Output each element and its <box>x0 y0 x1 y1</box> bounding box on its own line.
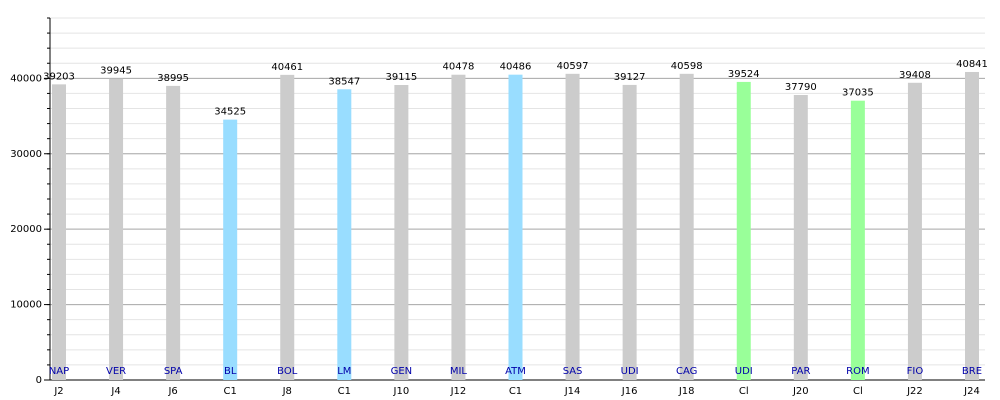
bar <box>850 100 865 381</box>
x-tick-label: C1 <box>224 386 237 397</box>
value-label: 38995 <box>157 73 189 84</box>
value-label: 38547 <box>328 76 360 87</box>
bar <box>109 78 124 381</box>
value-label: 40598 <box>671 61 703 72</box>
bar-label: MIL <box>450 366 468 377</box>
x-tick-label: J16 <box>621 386 638 397</box>
y-tick-label: 20000 <box>10 224 42 235</box>
bar <box>679 73 694 380</box>
bar-label: ATM <box>505 366 526 377</box>
bar-label: SAS <box>563 366 583 377</box>
x-tick-label: J2 <box>53 386 63 397</box>
bar <box>337 89 352 380</box>
bar <box>451 74 466 380</box>
value-label: 40478 <box>443 62 475 73</box>
x-tick-label: Cl <box>853 386 863 397</box>
bar-label: GEN <box>391 366 413 377</box>
bar <box>736 81 751 381</box>
x-tick-label: J22 <box>906 386 923 397</box>
value-label: 39408 <box>899 70 931 81</box>
x-tick-label: J12 <box>450 386 467 397</box>
bar <box>394 85 409 381</box>
x-tick-label: C1 <box>509 386 522 397</box>
bar-label: UDI <box>735 366 753 377</box>
bar <box>622 84 637 380</box>
x-tick-label: J24 <box>963 386 980 397</box>
y-tick-label: 30000 <box>10 149 42 160</box>
value-label: 39203 <box>43 71 75 82</box>
x-tick-label: J8 <box>282 386 292 397</box>
bar-label: PAR <box>791 366 810 377</box>
y-tick-label: 0 <box>36 375 42 386</box>
x-tick-label: Cl <box>739 386 749 397</box>
x-tick-label: J6 <box>167 386 177 397</box>
bar <box>907 82 922 380</box>
bar-label: VER <box>106 366 126 377</box>
bar <box>166 85 181 380</box>
bar-label: BRE <box>962 366 982 377</box>
value-label: 40841 <box>956 59 988 70</box>
x-tick-label: J10 <box>393 386 410 397</box>
bar <box>965 71 979 381</box>
bar <box>223 119 238 380</box>
value-label: 40486 <box>500 62 532 73</box>
bar <box>508 74 523 380</box>
value-label: 34525 <box>214 107 246 118</box>
x-tick-label: J20 <box>792 386 809 397</box>
x-tick-label: J14 <box>564 386 581 397</box>
bar-label: CAG <box>676 366 697 377</box>
bar <box>565 73 580 380</box>
bar-label: SPA <box>164 366 183 377</box>
bar-label: NAP <box>49 366 69 377</box>
bar-label: ROM <box>846 366 869 377</box>
x-tick-label: J18 <box>678 386 695 397</box>
value-label: 39127 <box>614 72 646 83</box>
x-tick-label: C1 <box>338 386 351 397</box>
y-tick-label: 40000 <box>10 73 42 84</box>
bar <box>52 84 66 380</box>
bar <box>280 74 295 380</box>
bar-label: UDI <box>621 366 639 377</box>
x-tick-label: J4 <box>110 386 120 397</box>
bar-label: BOL <box>277 366 298 377</box>
bar-label: BL <box>224 366 237 377</box>
y-tick-label: 10000 <box>10 300 42 311</box>
value-label: 37035 <box>842 88 874 99</box>
bar-label: FIO <box>907 366 924 377</box>
value-label: 39524 <box>728 69 760 80</box>
bar <box>793 95 808 380</box>
value-label: 39945 <box>100 66 132 77</box>
bar-label: LM <box>337 366 351 377</box>
value-label: 40597 <box>557 61 589 72</box>
value-label: 40461 <box>271 62 303 73</box>
value-label: 37790 <box>785 82 817 93</box>
value-label: 39115 <box>385 72 417 83</box>
